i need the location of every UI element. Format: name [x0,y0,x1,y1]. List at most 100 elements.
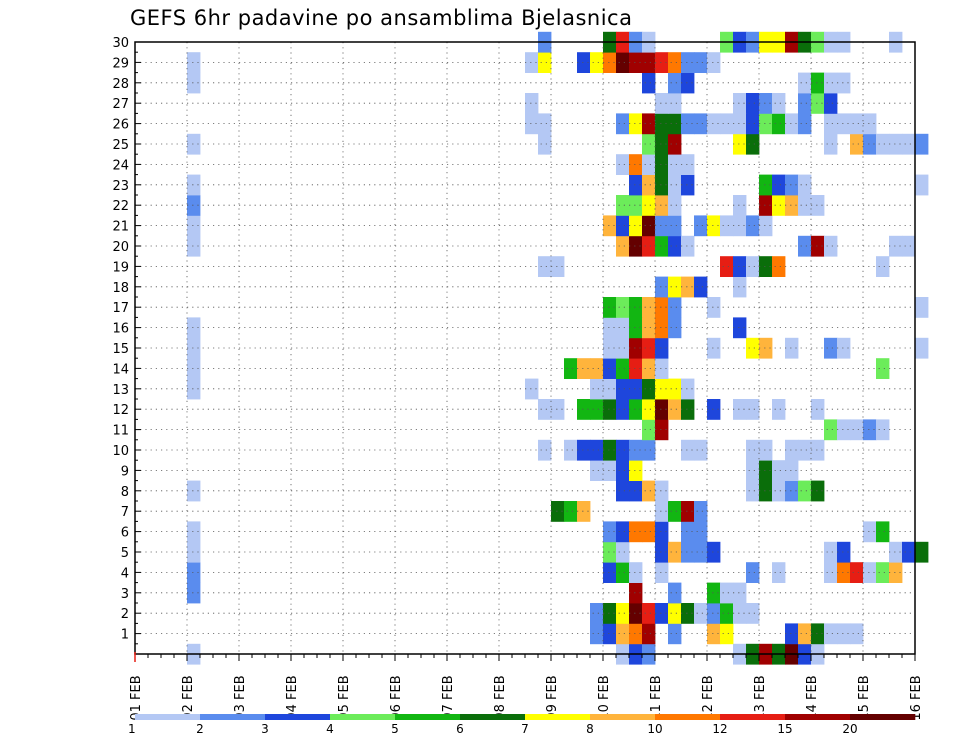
legend-swatch [590,714,656,720]
heat-cell [733,256,747,277]
heat-cell [824,235,838,257]
heat-cell [668,317,682,339]
heat-cell [525,378,539,400]
heat-cell [681,541,695,563]
heat-cell [889,235,903,257]
heat-cell [668,501,682,522]
heat-cell [785,460,799,481]
heat-cell [915,133,929,155]
y-tick-label: 2 [121,607,129,622]
heat-cell [655,419,669,441]
heat-cell [668,541,682,563]
heat-cell [590,378,604,400]
heat-cell [876,256,890,277]
heat-cell [733,93,747,114]
heat-cell [603,541,617,563]
legend-label: 4 [326,722,334,736]
heat-cell [187,215,201,237]
heat-cell [798,174,812,196]
x-tick-label: 16 FEB [909,675,924,720]
heat-cell [837,541,851,563]
heat-cell [759,439,773,461]
heat-cell [642,378,656,400]
heat-cell [811,399,825,420]
heat-cell [538,439,552,461]
heat-cell [746,439,760,461]
heat-cell [187,358,201,379]
heat-cell [798,439,812,461]
x-tick-label: 11 FEB [649,675,664,720]
heat-cell [668,378,682,400]
y-tick-label: 13 [112,383,129,398]
heat-cell [707,337,721,359]
heat-cell [772,174,786,196]
heat-cell [837,562,851,583]
heat-cell [642,317,656,339]
heat-cell [629,562,643,583]
heat-cell [733,317,747,339]
y-tick-label: 17 [112,301,129,316]
heat-cell [187,541,201,563]
heat-cell [746,93,760,114]
legend-swatch [850,714,916,720]
x-tick-label: 02 FEB [181,675,196,720]
heat-cell [629,215,643,237]
y-tick-label: 12 [112,403,129,418]
y-tick-label: 16 [112,322,129,337]
heat-cell [759,215,773,237]
heat-cell [824,541,838,563]
heat-cell [798,235,812,257]
x-tick-label: 10 FEB [597,675,612,720]
legend-label: 10 [647,722,662,736]
heat-cell [746,562,760,583]
heat-cell [772,113,786,135]
heat-cell [655,52,669,73]
heat-cell [187,317,201,339]
heat-cell [668,154,682,175]
heat-cell [629,521,643,543]
y-tick-label: 3 [121,587,129,602]
heat-cell [798,480,812,502]
y-tick-label: 6 [121,526,129,541]
legend-label: 12 [712,722,727,736]
heat-cell [785,337,799,359]
y-tick-label: 20 [112,240,129,255]
heat-cell [733,195,747,216]
heat-cell [863,562,877,583]
heat-cell [603,460,617,481]
heat-cell [616,623,630,645]
x-tick-label: 08 FEB [493,675,508,720]
y-tick-label: 8 [121,485,129,500]
heat-cell [876,562,890,583]
heat-cell [655,154,669,175]
heat-cell [837,113,851,135]
legend-label: 5 [391,722,399,736]
heat-cell [655,235,669,257]
heat-cell [616,195,630,216]
heat-cell [590,623,604,645]
heat-cell [798,93,812,114]
legend-swatch [655,714,721,720]
heat-cell [876,133,890,155]
heat-cell [655,521,669,543]
legend-label: 1 [128,722,136,736]
legend-label: 8 [586,722,594,736]
heat-cell [655,317,669,339]
x-tick-label: 13 FEB [753,675,768,720]
heat-cell [707,215,721,237]
x-tick-label: 01 FEB [129,675,144,720]
legend-swatch [200,714,266,720]
legend-swatch [330,714,396,720]
heat-cell [616,235,630,257]
heat-cell [655,378,669,400]
heat-cell [538,113,552,135]
heat-cell [668,297,682,318]
legend-label: 3 [261,722,269,736]
heat-cell [694,439,708,461]
heat-cell [902,235,916,257]
heat-cell [187,337,201,359]
legend-swatch [135,714,201,720]
x-tick-label: 14 FEB [805,675,820,720]
heat-cell [785,113,799,135]
heat-cell [577,358,591,379]
